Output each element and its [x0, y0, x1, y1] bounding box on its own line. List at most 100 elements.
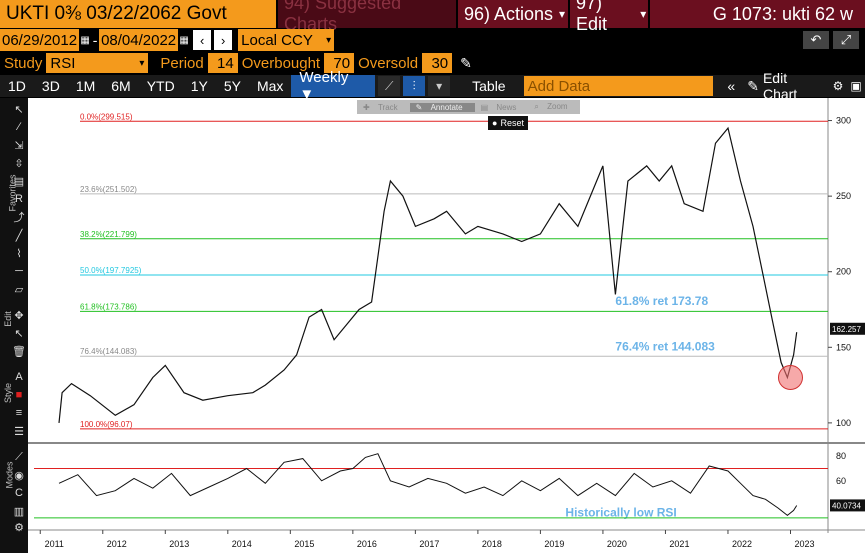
study-select[interactable]: RSI ▾ [46, 53, 149, 73]
study-bar: Study RSI ▾ Period 14 Overbought 70 Overs… [0, 52, 865, 74]
line-style-icon[interactable]: ≡ [15, 407, 23, 419]
chevron-down-icon[interactable]: ▾ [428, 76, 451, 96]
x-tick-label: 2023 [794, 539, 814, 549]
x-tick-label: 2014 [232, 539, 252, 549]
period-1d[interactable]: 1D [8, 78, 26, 94]
chart-area[interactable]: 0.0%(299.515) 23.6%(251.502) 38.2%(221.799… [28, 98, 865, 553]
annotation-label: Historically low RSI [565, 506, 676, 520]
reset-label: Reset [500, 118, 524, 128]
undo-icon[interactable]: ↶ [803, 31, 829, 49]
start-date-field[interactable]: 06/29/2012 [0, 29, 80, 51]
calendar-icon[interactable]: ▦ [179, 34, 189, 46]
last-rsi-label: 40.0734 [832, 501, 861, 510]
cycle-icon[interactable]: C [15, 487, 23, 499]
end-date-field[interactable]: 08/04/2022 [99, 29, 179, 51]
oversold-input[interactable]: 30 [422, 53, 453, 73]
ruler-icon[interactable]: ▤ [13, 175, 25, 188]
price-tick-label: 150 [836, 342, 851, 352]
study-label: Study [4, 54, 43, 72]
rsi-series [58, 453, 798, 517]
fib-label: 23.6%(251.502) [80, 185, 137, 194]
period-6m[interactable]: 6M [111, 78, 131, 94]
add-data-input[interactable]: Add Data [523, 76, 714, 96]
zoom-icon[interactable]: ⇲ [14, 139, 24, 152]
actions-label: 96) Actions [464, 3, 554, 24]
layout-icon[interactable]: ▣ [850, 79, 862, 93]
period-max[interactable]: Max [256, 78, 284, 94]
eye-icon[interactable]: ◉ [14, 469, 24, 482]
move-icon[interactable]: ✥ [14, 309, 24, 322]
period-ytd[interactable]: YTD [146, 78, 175, 94]
line-tool-icon[interactable]: ╱ [15, 229, 23, 242]
font-icon[interactable]: A [15, 371, 23, 383]
annotate-label: Annotate [430, 102, 463, 112]
lock-icon[interactable]: ▥ [13, 505, 25, 518]
ticker-id: G 1073: ukti 62 w [650, 0, 865, 28]
x-tick-label: 2013 [169, 539, 189, 549]
chart-canvas: 0.0%(299.515) 23.6%(251.502) 38.2%(221.799… [28, 98, 865, 549]
suggested-charts-button[interactable]: 94) Suggested Charts [278, 0, 456, 34]
news-label: News [496, 102, 517, 112]
expand-icon[interactable]: ⤢ [833, 31, 859, 49]
hline-icon[interactable]: ─ [15, 265, 23, 277]
price-tick-label: 100 [836, 418, 851, 428]
zoom-label: Zoom [547, 102, 568, 111]
text-icon[interactable]: R [15, 193, 23, 205]
news-button[interactable]: ▤ News [475, 103, 529, 112]
frequency-select[interactable]: Weekly ▼ [291, 69, 376, 103]
settings-icon[interactable]: ⚙ [832, 79, 844, 93]
prev-arrow-icon[interactable]: ‹ [193, 30, 212, 50]
candlestick-icon[interactable]: ⫶ [403, 76, 426, 96]
zoom-button[interactable]: ⌕ Zoom [528, 102, 579, 112]
gear-icon[interactable]: ⚙ [14, 521, 24, 534]
calendar-icon[interactable]: ▦ [80, 34, 90, 46]
price-tick-label: 250 [836, 191, 851, 201]
x-tick-label: 2020 [607, 539, 627, 549]
actions-menu[interactable]: 96) Actions ▾ [458, 0, 568, 28]
trend-icon[interactable]: ⤴ [13, 212, 25, 224]
currency-select[interactable]: Local CCY ▾ [238, 29, 335, 51]
pencil-icon: ✎ [747, 77, 759, 94]
table-button[interactable]: Table [472, 78, 506, 94]
select-icon[interactable]: ↖ [14, 327, 24, 340]
overbought-label: Overbought [241, 54, 321, 72]
weight-icon[interactable]: ☰ [14, 425, 24, 438]
line-chart-icon[interactable]: ⟋ [378, 76, 401, 96]
last-price-label: 162.257 [832, 325, 861, 334]
x-tick-label: 2017 [419, 539, 439, 549]
last-price-tag [830, 322, 865, 335]
trash-icon[interactable]: 🗑 [12, 345, 26, 358]
period-1y[interactable]: 1Y [190, 78, 208, 94]
chevron-down-icon: ▾ [139, 57, 145, 69]
brush-icon[interactable]: ⌇ [16, 247, 22, 260]
chevron-down-icon: ▾ [326, 34, 332, 46]
edit-chart-button[interactable]: ✎ Edit Chart [743, 70, 829, 102]
highlight-circle [777, 365, 803, 391]
period-input[interactable]: 14 [207, 53, 238, 73]
pencil-icon[interactable]: ✎ [460, 54, 472, 71]
magnet-icon[interactable]: ⟋ [15, 450, 23, 463]
left-sidebar: Favorites Edit Style Modes ↖ ∕ ⇲ ⇳ ▤ R ⤴… [0, 98, 28, 553]
period-1m[interactable]: 1M [75, 78, 96, 94]
fib-icon[interactable]: ⇳ [14, 157, 24, 170]
x-tick-label: 2011 [45, 539, 64, 549]
x-tick-label: 2022 [732, 539, 752, 549]
pointer-icon[interactable]: ↖ [14, 103, 24, 116]
annotate-button[interactable]: ✎ Annotate [409, 102, 475, 112]
reset-button[interactable]: ● Reset [488, 116, 528, 130]
last-rsi-tag [830, 499, 865, 512]
overbought-input[interactable]: 70 [324, 53, 355, 73]
color-icon[interactable]: ■ [15, 389, 23, 401]
annotation-label: 61.8% ret 173.78 [615, 294, 708, 308]
chart-toolbar: 1D 3D 1M 6M YTD 1Y 5Y Max Weekly ▼ ⟋ ⫶ ▾… [0, 69, 865, 103]
period-5y[interactable]: 5Y [223, 78, 241, 94]
collapse-icon[interactable]: « [727, 78, 736, 94]
chevron-down-icon: ▾ [640, 7, 647, 21]
track-button[interactable]: ✚ Track [357, 103, 410, 112]
period-3d[interactable]: 3D [41, 78, 60, 94]
next-arrow-icon[interactable]: › [214, 30, 233, 50]
crosshair-icon[interactable]: ∕ [18, 121, 20, 133]
channel-icon[interactable]: ▱ [14, 283, 24, 296]
security-title[interactable]: UKTI 0⅜ 03/22/2062 Govt [0, 0, 276, 28]
edit-menu[interactable]: 97) Edit ▾ [570, 0, 648, 34]
